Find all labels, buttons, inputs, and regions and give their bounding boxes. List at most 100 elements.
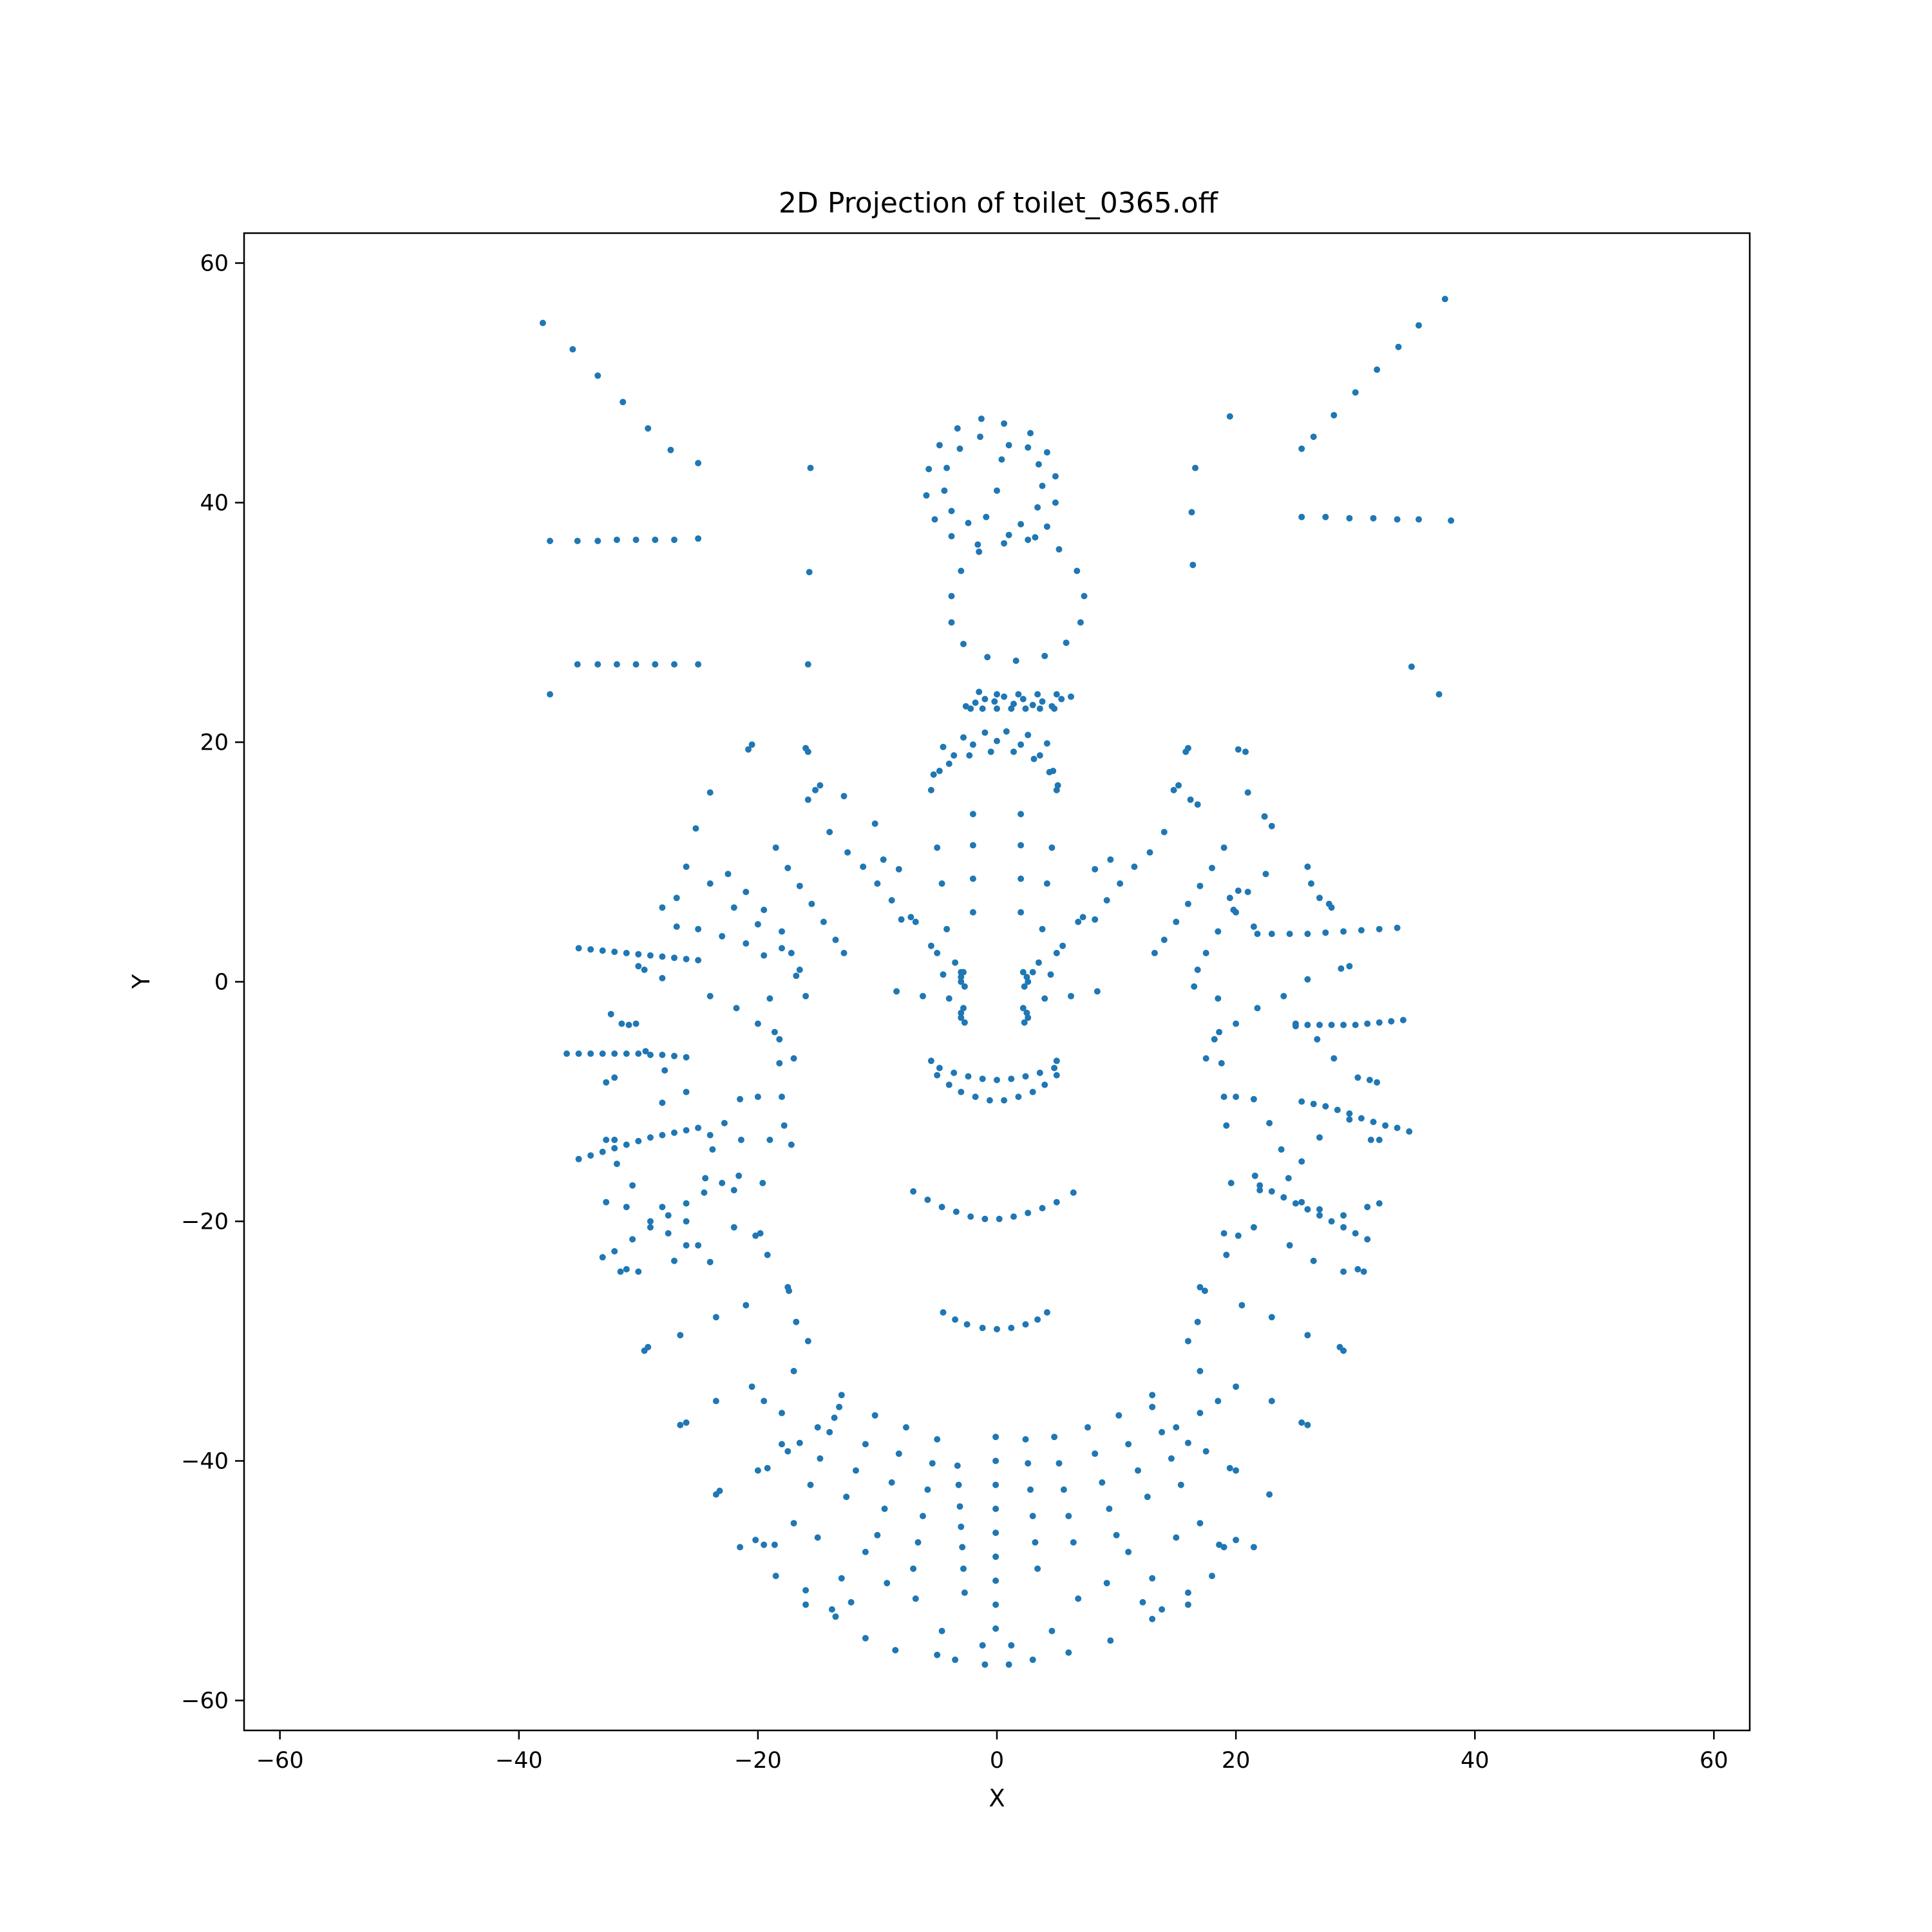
data-point [871,1412,878,1419]
data-point [1018,875,1025,882]
data-point [1316,1134,1323,1141]
data-point [607,1010,614,1018]
data-point [804,748,811,755]
data-point [1184,1439,1191,1446]
data-point [1215,928,1222,935]
data-point [659,904,666,911]
data-point [832,936,839,943]
data-point [671,1052,677,1059]
data-point [1077,619,1084,626]
data-point [1029,969,1036,976]
data-point [1053,1072,1060,1079]
data-point [1099,1479,1106,1486]
data-point [1250,1095,1257,1103]
data-point [594,661,601,668]
data-point [1262,871,1269,878]
data-point [920,992,926,999]
data-point [1216,1028,1223,1036]
data-point [912,918,919,925]
data-point [955,1481,962,1488]
data-point [1202,949,1209,956]
data-point [1018,842,1025,849]
data-point [1340,1021,1347,1028]
data-point [1131,863,1138,870]
data-point [1022,1436,1029,1443]
data-point [702,1175,709,1182]
data-point [748,741,755,748]
data-point [992,1625,999,1632]
data-point [709,1146,716,1153]
data-point [659,1132,666,1139]
data-point [1051,705,1058,712]
data-point [1149,1575,1156,1582]
data-point [665,1230,672,1237]
data-point [1188,509,1195,516]
data-point [1008,1075,1015,1083]
y-tick-label: −20 [181,1209,229,1235]
data-point [1025,536,1032,544]
data-point [788,949,795,956]
data-point [1025,732,1032,739]
data-point [613,536,620,544]
data-point [1068,992,1074,999]
data-point [1041,995,1048,1002]
data-point [1250,1224,1257,1231]
data-point [603,1198,610,1206]
data-point [673,923,680,930]
data-point [790,1055,797,1062]
data-point [1268,822,1275,829]
data-point [1209,1573,1215,1580]
data-point [1268,1397,1275,1405]
data-point [1053,691,1060,698]
data-point [724,871,732,878]
data-point [754,1020,761,1027]
data-point [979,1075,986,1083]
data-point [960,1005,967,1012]
data-point [1079,914,1086,921]
data-point [934,1436,941,1443]
data-point [745,746,752,753]
data-point [784,864,791,871]
data-point [981,729,989,736]
data-point [1286,931,1293,938]
data-point [779,928,785,935]
data-points [539,296,1455,1668]
data-point [1041,1081,1048,1088]
data-point [1051,1434,1058,1441]
data-point [1209,864,1215,871]
data-point [730,1224,737,1231]
data-point [874,1531,881,1539]
data-point [1197,1368,1204,1374]
data-point [936,1065,943,1072]
data-point [1197,882,1204,889]
data-point [1021,983,1028,990]
data-point [539,319,546,327]
data-point [1304,1421,1311,1428]
data-point [1250,1544,1257,1551]
data-point [764,1464,771,1472]
data-point [617,1268,624,1275]
data-point [943,925,951,933]
data-point [1146,849,1153,856]
data-point [1360,1268,1367,1275]
data-point [671,536,677,544]
data-point [677,1332,684,1339]
data-point [683,1127,690,1134]
data-point [1001,693,1008,700]
data-point [613,1160,620,1168]
data-point [1159,1428,1166,1435]
data-point [1292,1023,1299,1030]
data-point [1092,866,1099,873]
data-point [781,1122,788,1129]
data-point [814,1534,821,1541]
data-point [965,1073,972,1080]
data-point [1053,1198,1060,1206]
data-point [1010,748,1017,755]
data-point [927,1057,934,1065]
data-point [832,1613,839,1620]
data-point [1035,959,1042,966]
data-point [948,507,955,515]
data-point [1226,895,1233,902]
y-tick-label: 20 [200,730,229,756]
data-point [817,782,824,789]
